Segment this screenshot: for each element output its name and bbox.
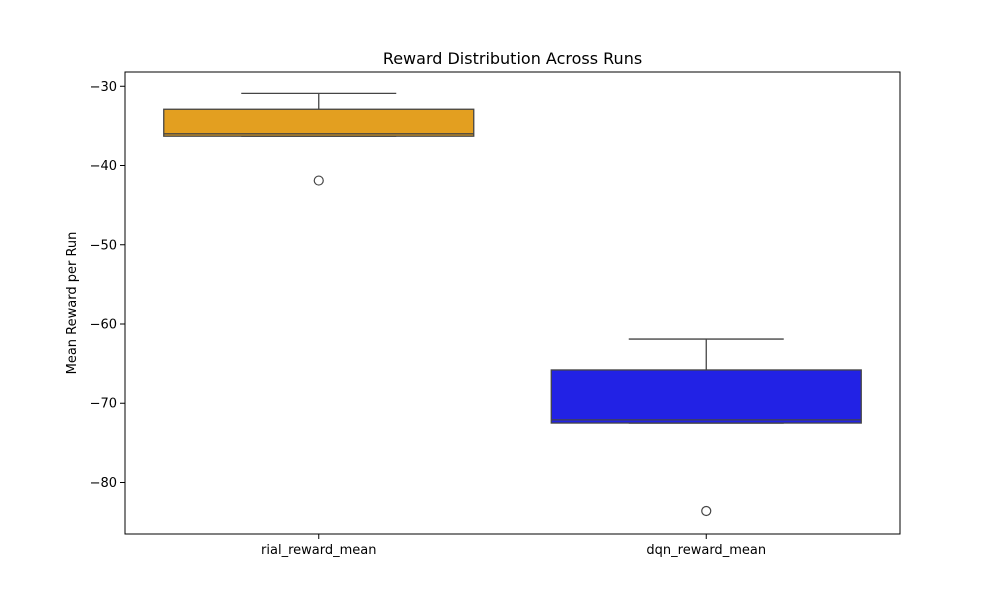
y-tick-label: −80 bbox=[90, 476, 117, 491]
y-tick-label: −70 bbox=[90, 397, 117, 412]
y-tick-label: −40 bbox=[90, 159, 117, 174]
plot-area: −30 −40 −50 −60 −70 −80 rial_reward_mean dqn_re… bbox=[90, 80, 862, 558]
y-axis-label: Mean Reward per Run bbox=[65, 232, 80, 375]
box-iqr bbox=[163, 108, 475, 137]
x-tick-label: rial_reward_mean bbox=[261, 543, 376, 558]
plot-frame bbox=[124, 71, 901, 535]
y-tick-label: −30 bbox=[90, 80, 117, 95]
outlier-point bbox=[313, 175, 324, 186]
x-tick-label: dqn_reward_mean bbox=[646, 543, 766, 558]
chart-title: Reward Distribution Across Runs bbox=[383, 49, 642, 68]
box-iqr bbox=[550, 369, 862, 424]
y-tick-label: −60 bbox=[90, 318, 117, 333]
y-tick-label: −50 bbox=[90, 238, 117, 253]
outlier-point bbox=[701, 505, 712, 517]
